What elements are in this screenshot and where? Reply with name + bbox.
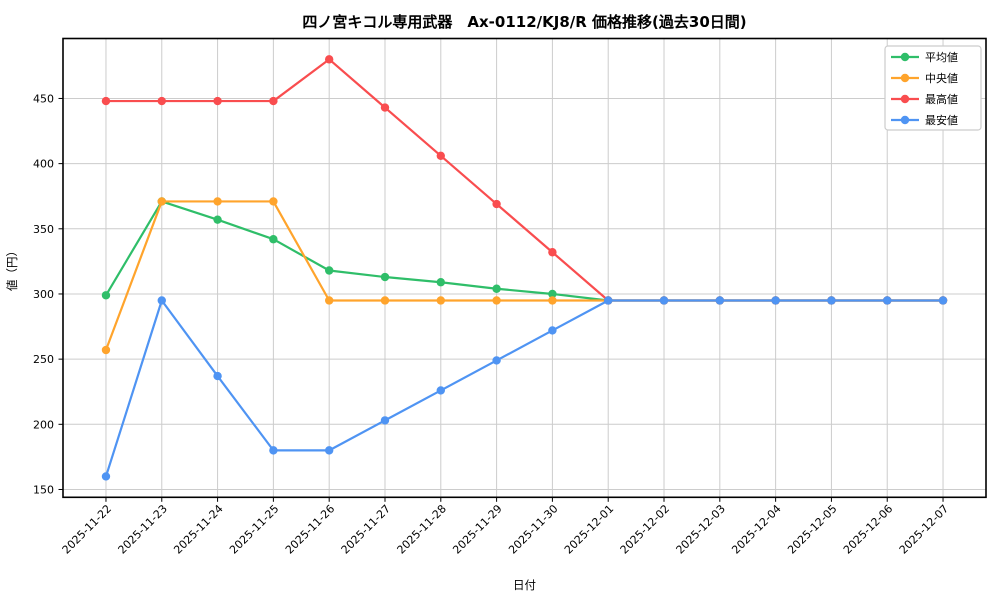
x-tick-label: 2025-12-07 [897, 502, 951, 556]
x-tick-label: 2025-11-23 [115, 502, 169, 556]
x-tick-label: 2025-11-26 [283, 502, 337, 556]
series-marker-max [436, 151, 445, 161]
series-marker-median [213, 197, 222, 206]
series-marker-min [771, 296, 780, 305]
x-tick-label: 2025-11-30 [506, 502, 560, 556]
series-marker-min [436, 386, 445, 395]
series-marker-median [157, 197, 166, 206]
legend-marker-max [900, 94, 910, 104]
series-marker-max [101, 96, 111, 106]
series-marker-median [492, 296, 501, 305]
x-tick-label: 2025-11-22 [60, 502, 114, 556]
plot-border [62, 37, 987, 499]
y-tick-label: 150 [33, 483, 54, 496]
legend-label-average: 平均値 [925, 51, 958, 64]
y-tick-label: 300 [33, 288, 54, 301]
series-marker-max [492, 199, 501, 209]
series-marker-min [548, 326, 557, 335]
series-marker-average [380, 272, 390, 282]
series-marker-median [436, 296, 445, 305]
y-axis-label: 値（円） [5, 245, 19, 291]
series-marker-median [269, 197, 278, 206]
legend-marker-median [900, 73, 910, 83]
series-marker-min [101, 472, 111, 481]
legend-item-average: 平均値 [891, 51, 958, 64]
series-marker-min [269, 446, 278, 455]
legend-item-max: 最高値 [891, 92, 958, 106]
series-marker-average [436, 278, 445, 287]
series-line-max [104, 58, 945, 302]
y-tick-label: 400 [33, 158, 54, 171]
series-marker-min [380, 416, 390, 425]
x-tick-label: 2025-11-29 [450, 502, 504, 556]
series-marker-average [213, 215, 222, 224]
series-marker-max [269, 96, 278, 106]
series-marker-min [604, 296, 613, 305]
x-tick-label: 2025-11-25 [227, 502, 281, 556]
series-marker-average [269, 235, 278, 244]
series-marker-average [101, 291, 111, 300]
series-marker-min [157, 296, 166, 305]
series-marker-min [659, 296, 669, 305]
series-marker-average [548, 289, 557, 299]
series-marker-median [380, 296, 390, 305]
legend-label-median: 中央値 [925, 72, 958, 85]
legend-marker-average [900, 52, 910, 62]
legend-marker-min [900, 115, 910, 125]
series-marker-max [548, 248, 557, 257]
series-marker-median [324, 296, 334, 305]
series-marker-max [324, 55, 334, 64]
series-marker-min [492, 356, 501, 365]
series-marker-min [715, 296, 725, 305]
legend-label-max: 最高値 [925, 92, 958, 106]
y-tick-label: 450 [33, 92, 54, 105]
x-tick-label: 2025-12-03 [674, 502, 728, 556]
x-tick-label: 2025-11-27 [339, 502, 393, 556]
legend-box [884, 45, 982, 131]
series-marker-max [380, 103, 390, 112]
x-tick-label: 2025-12-01 [562, 502, 616, 556]
y-tick-label: 350 [33, 223, 54, 236]
series-marker-average [324, 266, 334, 275]
x-tick-label: 2025-12-04 [729, 502, 783, 556]
series-marker-max [157, 96, 166, 106]
x-tick-label: 2025-11-24 [171, 502, 225, 556]
series-marker-min [213, 371, 222, 381]
y-tick-label: 250 [33, 353, 54, 366]
series-marker-average [492, 284, 501, 293]
series-marker-min [827, 296, 836, 305]
x-axis-label: 日付 [513, 578, 536, 592]
series-line-min [104, 299, 945, 478]
chart-title: 四ノ宮キコル専用武器 Ax-0112/KJ8/R 価格推移(過去30日間) [302, 13, 746, 31]
x-tick-label: 2025-12-06 [841, 502, 895, 556]
series-marker-median [548, 296, 557, 305]
legend-item-median: 中央値 [891, 72, 958, 85]
y-tick-label: 200 [33, 418, 54, 431]
x-tick-label: 2025-12-02 [618, 502, 672, 556]
legend-item-min: 最安値 [891, 113, 958, 127]
series-marker-min [324, 446, 334, 455]
series-marker-max [213, 96, 222, 106]
series-marker-median [101, 345, 111, 355]
x-tick-label: 2025-11-28 [395, 502, 449, 556]
x-tick-label: 2025-12-05 [785, 502, 839, 556]
legend-label-min: 最安値 [925, 113, 958, 127]
series-marker-min [883, 296, 892, 305]
series-line-average [104, 200, 945, 302]
series-marker-min [938, 296, 948, 305]
